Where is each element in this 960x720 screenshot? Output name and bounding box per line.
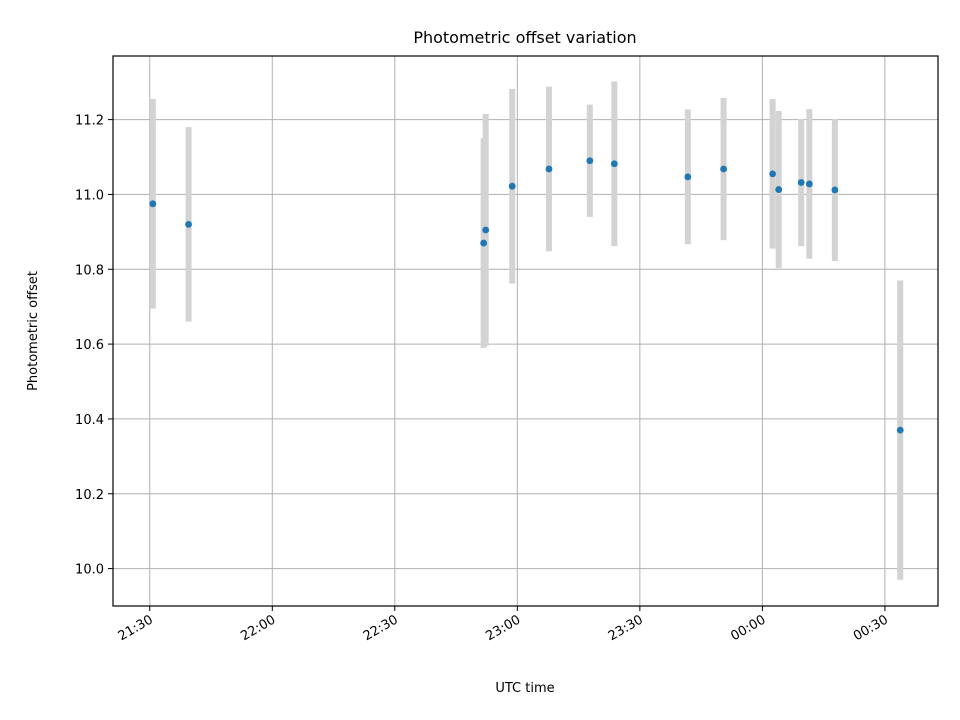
y-tick-label: 10.0 (75, 563, 104, 578)
data-point (769, 170, 776, 178)
data-point (775, 186, 783, 193)
data-point (720, 165, 727, 173)
chart-title: Photometric offset variation (413, 28, 636, 47)
data-point (831, 186, 839, 194)
grid (113, 56, 938, 606)
y-tick-label: 10.8 (75, 263, 104, 278)
x-axis-label: UTC time (495, 681, 554, 696)
data-point (508, 182, 516, 190)
y-tick-label: 10.6 (75, 338, 104, 353)
y-tick-label: 10.4 (75, 413, 104, 428)
data-point (149, 200, 157, 208)
data-point (797, 179, 805, 186)
data-point (586, 157, 594, 165)
data-point (610, 160, 618, 168)
plot-area (113, 56, 938, 606)
data-point (185, 220, 192, 228)
data-point (896, 426, 904, 434)
data-point (480, 239, 488, 247)
data-point (545, 165, 553, 173)
data-points (149, 157, 904, 434)
y-tick-label: 10.2 (75, 488, 104, 503)
y-ticks: 10.0 10.2 10.4 10.6 10.8 11.0 11.2 (75, 114, 113, 578)
y-tick-label: 11.2 (75, 114, 104, 129)
data-point (684, 173, 692, 181)
y-axis-label: Photometric offset (26, 271, 41, 391)
y-tick-label: 11.0 (75, 188, 104, 203)
plot-background (113, 56, 938, 606)
data-point (482, 226, 490, 234)
axes-frame (112, 55, 939, 607)
axes-border (112, 55, 939, 607)
data-point (805, 180, 813, 188)
